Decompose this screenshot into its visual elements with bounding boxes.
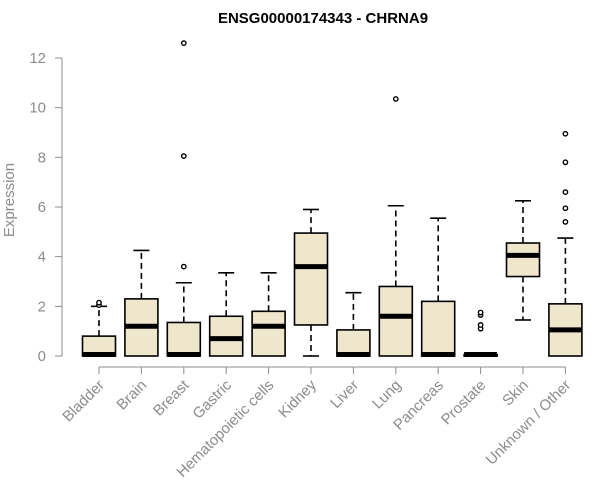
box-group (378, 96, 414, 357)
box-iqr (378, 285, 414, 357)
box-iqr (505, 242, 541, 278)
box-group (208, 272, 244, 357)
x-tick-label: Lung (369, 377, 405, 413)
y-tick-label: 6 (38, 199, 46, 216)
box-group (548, 130, 583, 357)
y-axis: 0 2 4 6 8 10 12 (29, 50, 63, 365)
x-tick-label: Prostate (438, 377, 490, 429)
outlier-point (96, 299, 102, 306)
box-iqr (251, 310, 286, 357)
y-tick-label: 10 (29, 100, 46, 117)
y-tick-label: 0 (38, 348, 46, 365)
box-group (124, 249, 159, 357)
box-group (505, 199, 541, 321)
y-tick-label: 8 (38, 149, 46, 166)
outlier-point (562, 205, 569, 212)
outlier-point (562, 189, 569, 196)
y-tick-label: 4 (38, 249, 46, 266)
outlier-point (562, 159, 569, 166)
outlier-point (180, 263, 187, 270)
x-tick-label: Kidney (275, 376, 320, 421)
box-group (251, 272, 286, 357)
x-tick-label: Breast (150, 376, 193, 419)
y-tick-label: 2 (38, 298, 46, 315)
x-tick-label: Bladder (59, 377, 108, 426)
outlier-point (562, 218, 569, 225)
y-axis-label: Expression (1, 163, 18, 237)
box-iqr (166, 321, 202, 357)
outlier-point (477, 309, 484, 316)
chart-title: ENSG00000174343 - CHRNA9 (218, 10, 428, 27)
box-group (420, 217, 456, 357)
x-tick-label: Liver (327, 377, 362, 412)
outlier-point (180, 153, 187, 159)
box-group (463, 309, 498, 357)
outlier-point (180, 40, 187, 46)
box-group (166, 40, 202, 357)
x-tick-label: Skin (499, 377, 532, 410)
x-tick-label: Brain (113, 377, 150, 414)
box-group (81, 299, 117, 357)
box-iqr (336, 329, 371, 357)
outlier-point (392, 96, 399, 102)
box-iqr (293, 232, 329, 326)
outlier-point (562, 130, 569, 137)
plot-area (81, 40, 583, 357)
outlier-point (477, 322, 484, 328)
box-group (336, 291, 371, 357)
y-tick-label: 12 (29, 50, 46, 67)
box-iqr (420, 300, 456, 357)
box-group (293, 208, 329, 357)
